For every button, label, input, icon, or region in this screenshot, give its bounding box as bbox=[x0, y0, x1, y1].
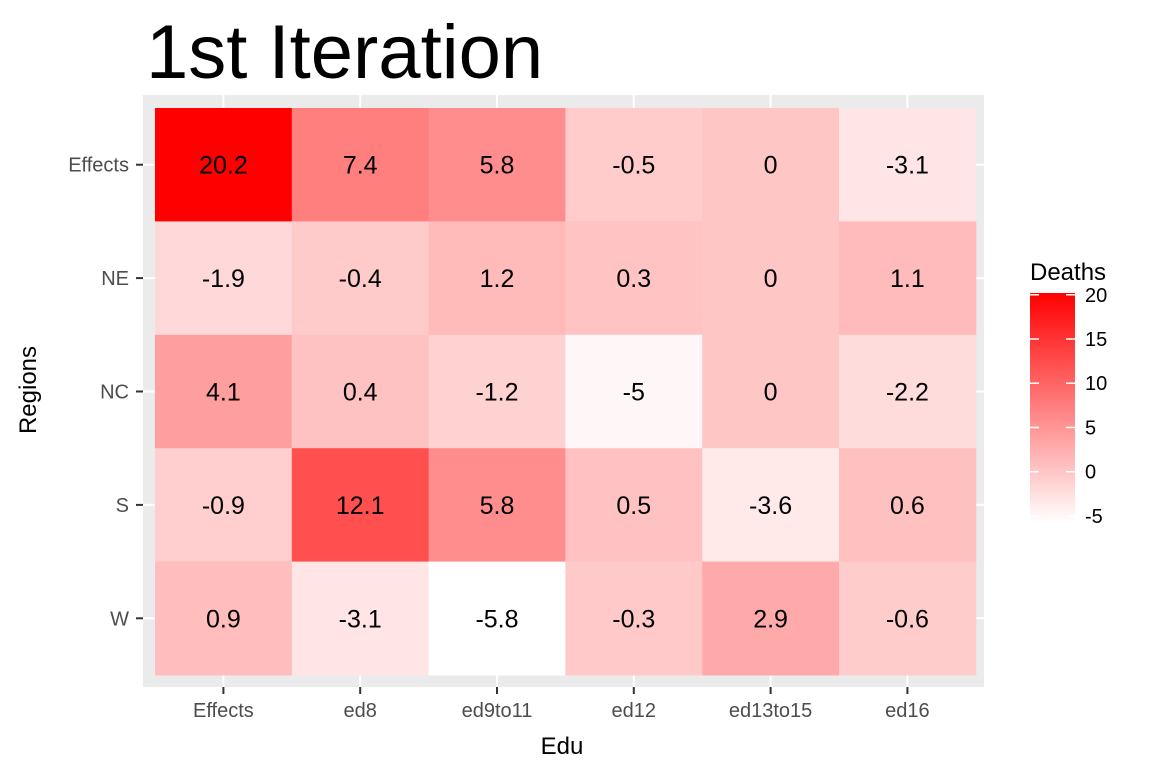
heatmap-cell bbox=[565, 221, 703, 336]
heatmap-cell bbox=[428, 334, 566, 449]
heatmap-cell bbox=[702, 448, 840, 563]
cell-value-label: -0.4 bbox=[339, 265, 382, 293]
heatmap-cell bbox=[702, 108, 840, 222]
heatmap-cell bbox=[291, 561, 430, 676]
x-tick-label: ed13to15 bbox=[729, 700, 812, 722]
cell-value-label: 0 bbox=[764, 265, 778, 293]
x-axis-title: Edu bbox=[541, 733, 584, 760]
heatmap-cell bbox=[839, 448, 977, 563]
cell-value-label: -3.6 bbox=[749, 492, 792, 520]
cell-value-label: -0.6 bbox=[886, 605, 929, 633]
heatmap-cell bbox=[428, 561, 566, 676]
legend-tick-label: 5 bbox=[1085, 417, 1096, 439]
heatmap-cell bbox=[428, 108, 566, 222]
cell-value-label: -3.1 bbox=[339, 605, 382, 633]
y-tick-label: Effects bbox=[68, 155, 129, 177]
x-tick-label: ed16 bbox=[885, 700, 930, 722]
heatmap-cell bbox=[839, 334, 977, 449]
cell-value-label: -0.5 bbox=[612, 152, 655, 180]
heatmap-cell bbox=[291, 448, 430, 563]
legend-tick-label: 20 bbox=[1085, 285, 1107, 307]
heatmap-cell bbox=[565, 108, 703, 222]
heatmap-cell bbox=[155, 334, 293, 449]
legend-tick-label: 0 bbox=[1085, 462, 1096, 484]
cell-value-labels: 20.2 7.4 5.8 -0.5 0 -3.1 -1.9 -0.4 1.2 0.3 0 1.1 4.1… bbox=[199, 152, 929, 634]
heatmap-cell bbox=[291, 221, 430, 336]
heatmap-cell bbox=[428, 221, 566, 336]
legend-title: Deaths bbox=[1030, 259, 1106, 286]
heatmap-cell bbox=[428, 448, 566, 563]
cell-value-label: 0 bbox=[764, 379, 778, 407]
cell-value-label: -5 bbox=[623, 379, 645, 407]
cell-value-label: 7.4 bbox=[343, 152, 378, 180]
x-tick-label: ed12 bbox=[612, 700, 657, 722]
cell-value-label: 0 bbox=[764, 152, 778, 180]
cell-value-label: 0.6 bbox=[890, 492, 925, 520]
heatmap-cell bbox=[702, 334, 840, 449]
chart-title: 1st Iteration bbox=[146, 10, 543, 95]
cell-value-label: 0.5 bbox=[616, 492, 651, 520]
cell-value-label: -0.9 bbox=[202, 492, 245, 520]
y-tick-label: NE bbox=[101, 268, 129, 290]
cell-value-label: 12.1 bbox=[336, 492, 385, 520]
legend-tick-label: 10 bbox=[1085, 373, 1107, 395]
heatmap-cell bbox=[291, 108, 430, 222]
heatmap-cell bbox=[155, 448, 293, 563]
x-tick-label: Effects bbox=[193, 700, 254, 722]
cell-value-label: 1.2 bbox=[480, 265, 515, 293]
heatmap-cell bbox=[839, 108, 977, 222]
heatmap-cell bbox=[839, 221, 977, 336]
x-tick-label: ed8 bbox=[344, 700, 377, 722]
cell-value-label: -2.2 bbox=[886, 379, 929, 407]
cell-value-label: 4.1 bbox=[206, 379, 241, 407]
y-tick-label: W bbox=[110, 608, 129, 630]
cell-value-label: 0.9 bbox=[206, 605, 241, 633]
cell-value-label: 1.1 bbox=[890, 265, 925, 293]
cell-value-label: 5.8 bbox=[480, 152, 515, 180]
heatmap-cells bbox=[155, 108, 977, 676]
cell-value-label: 20.2 bbox=[199, 152, 248, 180]
heatmap-cell bbox=[155, 108, 293, 222]
cell-value-label: 0.4 bbox=[343, 379, 378, 407]
y-axis: Effects NE NC S W bbox=[68, 155, 143, 630]
heatmap-cell bbox=[155, 221, 293, 336]
heatmap-cell bbox=[565, 561, 703, 676]
y-axis-title: Regions bbox=[15, 346, 42, 434]
heatmap-cell bbox=[702, 221, 840, 336]
legend-tick-label: -5 bbox=[1085, 506, 1103, 528]
heatmap-cell bbox=[839, 561, 977, 676]
legend-colorbar bbox=[1030, 293, 1075, 523]
y-tick-label: NC bbox=[100, 382, 129, 404]
legend-tick-label: 15 bbox=[1085, 329, 1107, 351]
heatmap-cell bbox=[565, 334, 703, 449]
heatmap-cell bbox=[565, 448, 703, 563]
cell-value-label: -0.3 bbox=[612, 605, 655, 633]
cell-value-label: 5.8 bbox=[480, 492, 515, 520]
y-tick-label: S bbox=[116, 495, 129, 517]
cell-value-label: -3.1 bbox=[886, 152, 929, 180]
heatmap-cell bbox=[291, 334, 430, 449]
cell-value-label: -1.2 bbox=[475, 379, 518, 407]
x-tick-label: ed9to11 bbox=[462, 700, 533, 722]
x-axis: Effects ed8 ed9to11 ed12 ed13to15 ed16 bbox=[193, 687, 930, 722]
cell-value-label: 2.9 bbox=[753, 605, 788, 633]
cell-value-label: -1.9 bbox=[202, 265, 245, 293]
cell-value-label: 0.3 bbox=[616, 265, 651, 293]
cell-value-label: -5.8 bbox=[475, 605, 518, 633]
heatmap-cell bbox=[155, 561, 293, 676]
color-legend: Deaths 20 15 10 5 0 -5 bbox=[1030, 259, 1107, 528]
heatmap-cell bbox=[702, 561, 840, 676]
